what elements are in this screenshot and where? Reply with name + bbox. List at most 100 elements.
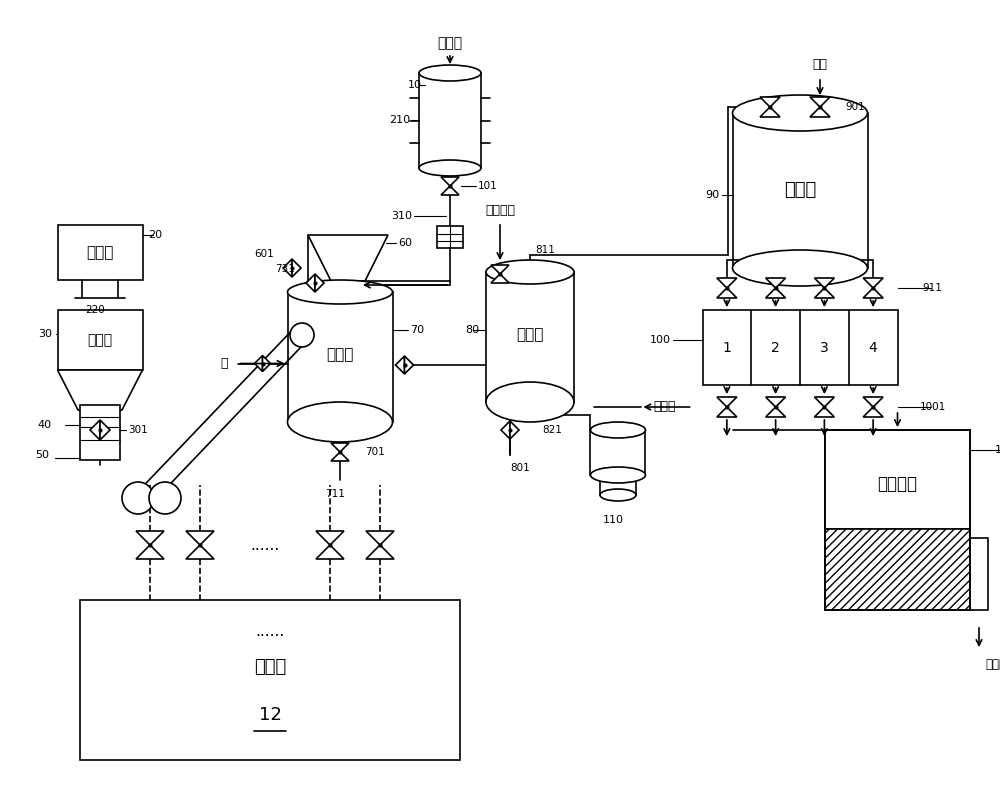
Polygon shape [814, 397, 834, 407]
Bar [58, 310, 143, 370]
Bar [732, 113, 868, 268]
Polygon shape [510, 421, 519, 439]
Text: 100: 100 [650, 335, 671, 345]
Ellipse shape [288, 402, 392, 442]
Circle shape [290, 323, 314, 347]
Ellipse shape [590, 467, 646, 483]
Polygon shape [760, 107, 780, 117]
Bar [600, 475, 636, 495]
Polygon shape [863, 288, 883, 298]
Polygon shape [766, 407, 786, 417]
Text: 701: 701 [365, 447, 385, 457]
Text: 水: 水 [220, 357, 228, 370]
Polygon shape [814, 278, 834, 288]
Polygon shape [262, 356, 270, 371]
Polygon shape [331, 443, 349, 452]
Polygon shape [306, 274, 315, 292]
Polygon shape [366, 531, 394, 545]
Text: 811: 811 [535, 245, 555, 255]
Polygon shape [292, 259, 301, 277]
Text: 1001: 1001 [919, 402, 946, 412]
Text: ......: ...... [255, 625, 285, 639]
Text: 110: 110 [602, 515, 624, 525]
Polygon shape [441, 177, 459, 186]
Circle shape [149, 482, 181, 514]
Polygon shape [766, 397, 786, 407]
Text: 80: 80 [465, 325, 479, 335]
Text: 母液罐: 母液罐 [784, 182, 816, 199]
Polygon shape [254, 356, 262, 371]
Polygon shape [491, 274, 509, 283]
Bar [825, 529, 970, 610]
Polygon shape [316, 545, 344, 559]
Polygon shape [760, 97, 780, 107]
Bar [419, 73, 481, 168]
Text: 3: 3 [820, 341, 829, 354]
Polygon shape [283, 259, 292, 277]
Polygon shape [766, 278, 786, 288]
Polygon shape [100, 420, 110, 440]
Polygon shape [810, 107, 830, 117]
Bar [80, 405, 120, 460]
Polygon shape [315, 274, 324, 292]
Polygon shape [331, 452, 349, 461]
Polygon shape [766, 288, 786, 298]
Bar [288, 292, 392, 422]
Polygon shape [491, 265, 509, 274]
Polygon shape [810, 97, 830, 107]
Text: 911: 911 [923, 283, 942, 293]
Text: 压缩空气: 压缩空气 [485, 203, 515, 216]
Text: 4: 4 [869, 341, 878, 354]
Text: 220: 220 [85, 305, 105, 315]
Bar [58, 225, 143, 280]
Polygon shape [404, 356, 414, 374]
Text: 120: 120 [994, 445, 1000, 455]
Text: 101: 101 [478, 181, 498, 191]
Text: 大包装: 大包装 [86, 245, 114, 260]
Polygon shape [136, 531, 164, 545]
Text: 301: 301 [128, 425, 148, 435]
Polygon shape [863, 397, 883, 407]
Text: 过滤器: 过滤器 [516, 327, 544, 342]
Polygon shape [441, 186, 459, 195]
Ellipse shape [288, 280, 392, 304]
Polygon shape [308, 235, 388, 285]
Text: 901: 901 [845, 102, 865, 112]
Text: 真空: 真空 [812, 58, 828, 72]
Text: 731: 731 [275, 264, 295, 274]
Bar [825, 430, 970, 529]
Ellipse shape [419, 160, 481, 176]
Text: 711: 711 [325, 489, 345, 499]
Bar [825, 430, 970, 610]
Bar [437, 226, 463, 248]
Polygon shape [501, 421, 510, 439]
Polygon shape [814, 288, 834, 298]
Bar [486, 272, 574, 402]
Ellipse shape [732, 95, 868, 131]
Text: 12: 12 [259, 706, 281, 724]
Text: 210: 210 [389, 115, 411, 125]
Polygon shape [186, 545, 214, 559]
Ellipse shape [600, 489, 636, 501]
Text: 20: 20 [148, 230, 162, 240]
Text: 821: 821 [542, 425, 562, 435]
Polygon shape [814, 407, 834, 417]
Ellipse shape [486, 260, 574, 284]
Polygon shape [717, 278, 737, 288]
Polygon shape [186, 531, 214, 545]
Text: ......: ...... [250, 537, 280, 553]
Polygon shape [136, 545, 164, 559]
Bar [970, 538, 988, 610]
Text: 控制室: 控制室 [254, 659, 286, 676]
Text: 成品料仓: 成品料仓 [878, 475, 918, 493]
Polygon shape [863, 407, 883, 417]
Text: 50: 50 [35, 450, 49, 460]
Circle shape [122, 482, 154, 514]
Ellipse shape [590, 422, 646, 438]
Polygon shape [366, 545, 394, 559]
Text: 30: 30 [38, 329, 52, 339]
Text: 40: 40 [38, 420, 52, 430]
Polygon shape [717, 288, 737, 298]
Text: 801: 801 [510, 463, 530, 473]
Bar [590, 430, 645, 475]
